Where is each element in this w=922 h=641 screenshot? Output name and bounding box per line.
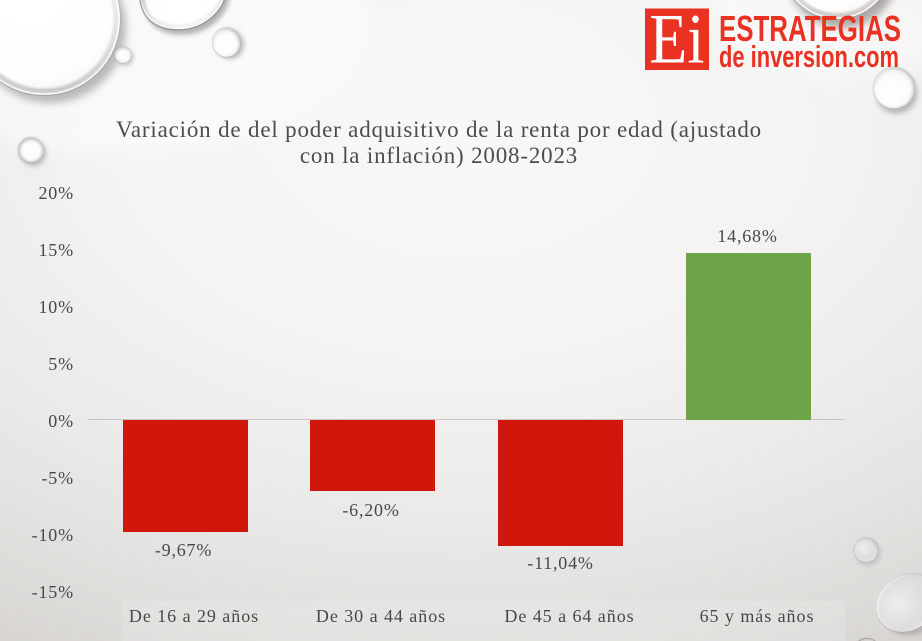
svg-text:ESTRATEGIAS: ESTRATEGIAS bbox=[719, 8, 901, 49]
svg-text:de inversion.com: de inversion.com bbox=[719, 39, 899, 74]
svg-text:Ei: Ei bbox=[649, 0, 704, 78]
